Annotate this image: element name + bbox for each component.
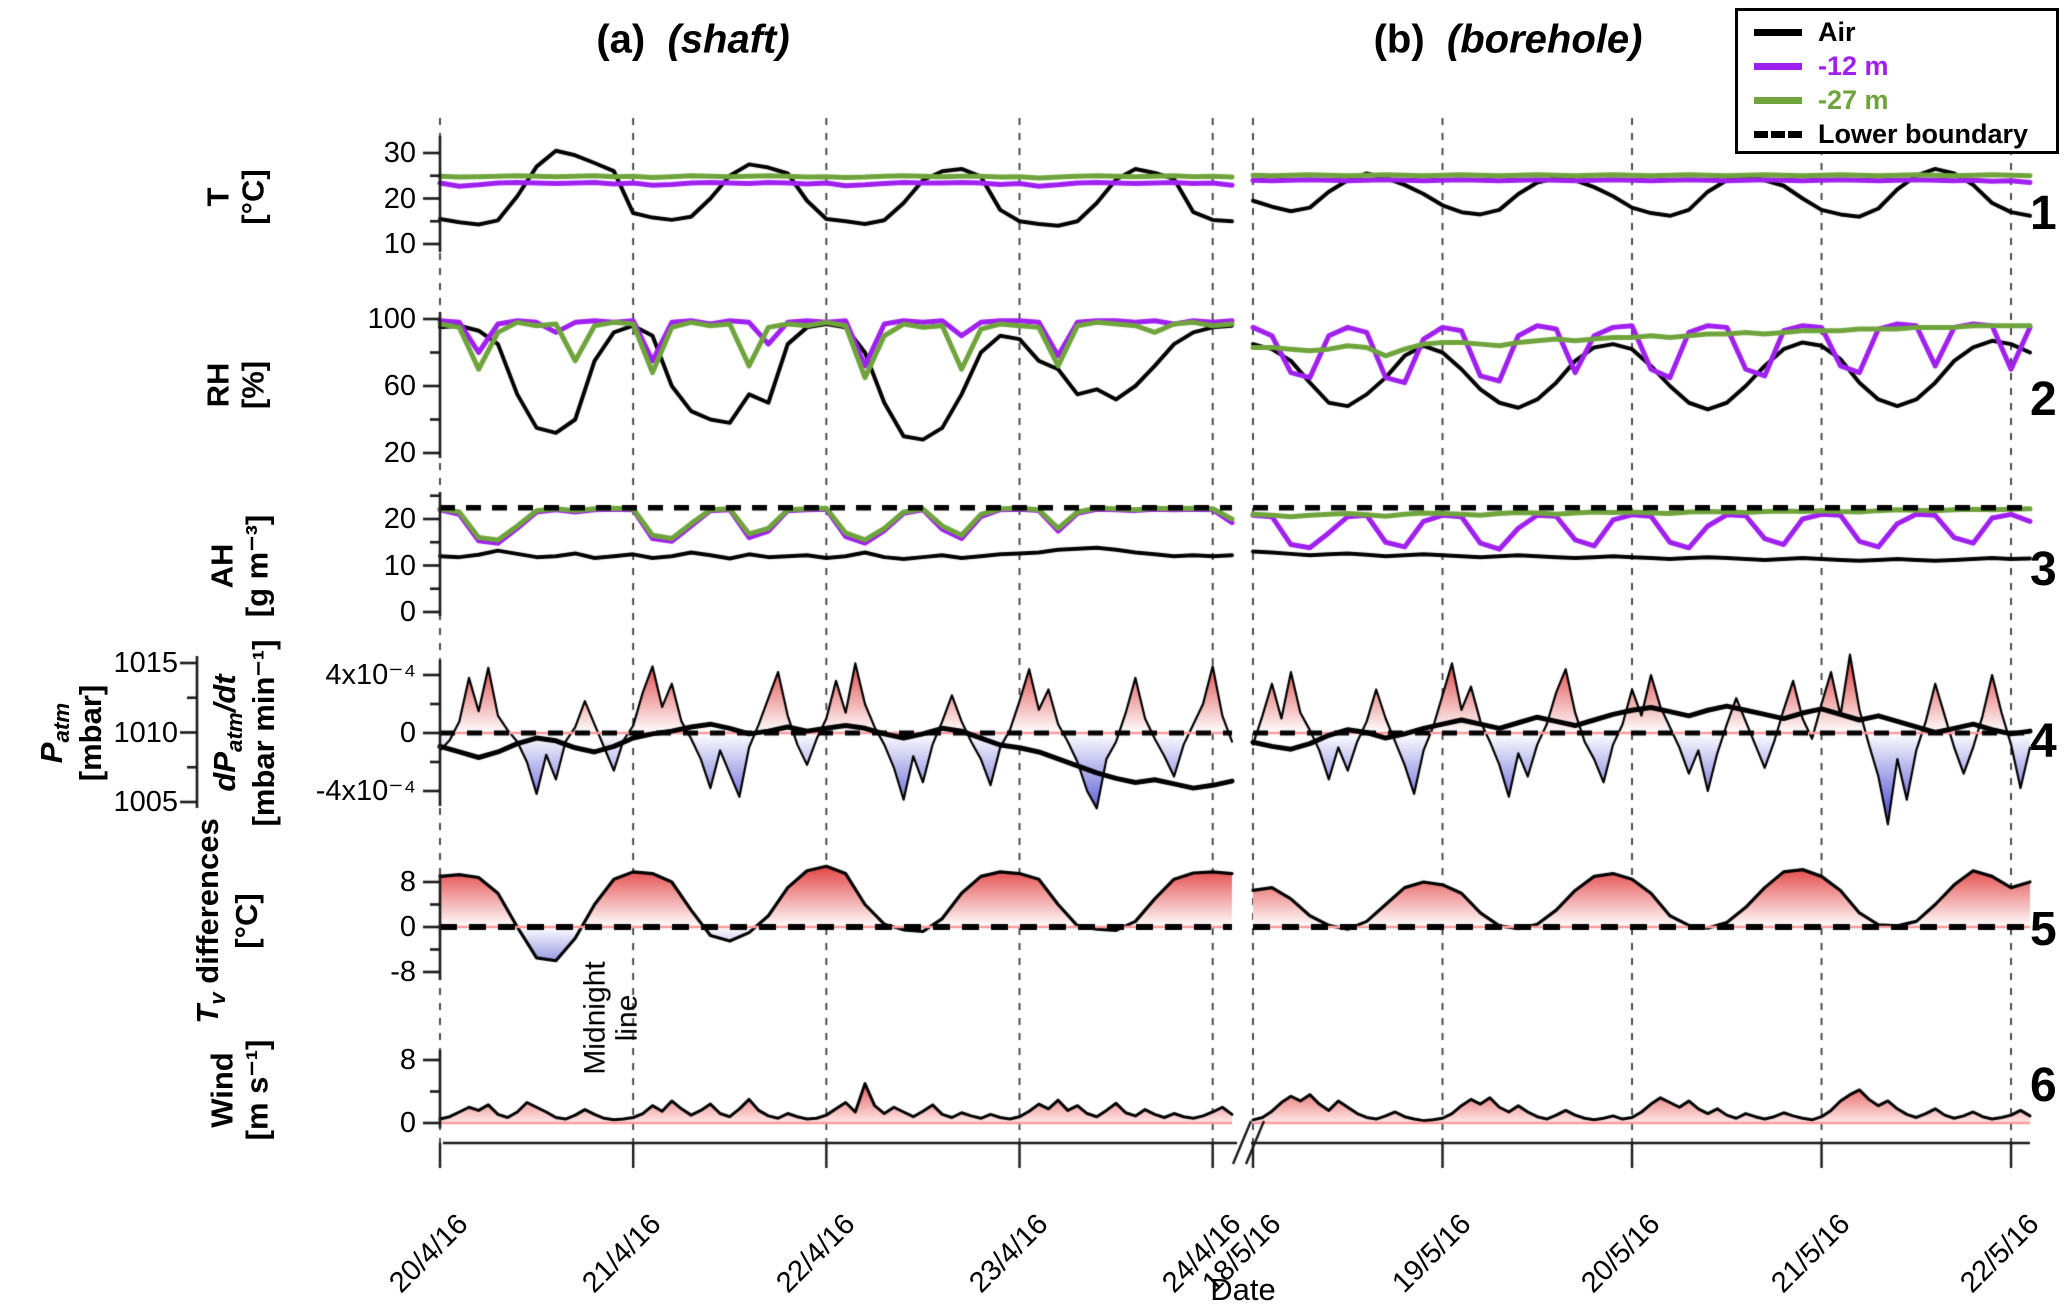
y-title-tv-differences: Tv differences [°C] <box>190 818 265 1024</box>
y-title-sub: v <box>205 992 231 1005</box>
y-tick-label: 1010 <box>113 716 178 749</box>
panel-a-index: (a) <box>596 17 646 62</box>
panel-b-name: (borehole) <box>1446 17 1643 62</box>
y-tick-label: 10 <box>383 228 416 260</box>
y-tick-label: 0 <box>399 717 416 749</box>
minus12m-line-swatch <box>1754 62 1802 70</box>
row-number-2: 2 <box>2030 373 2057 426</box>
y-title-text: Wind <box>204 1052 240 1128</box>
y-title-text: RH <box>200 362 236 408</box>
y-tick-label: 60 <box>383 370 416 402</box>
row-number-1: 1 <box>2030 187 2057 240</box>
y-tick-label: 20 <box>383 437 416 469</box>
legend-label: -27 m <box>1818 84 1889 115</box>
y-tick-label: 4x10⁻⁴ <box>325 659 416 691</box>
y-tick-label: 8 <box>399 866 416 898</box>
y-title-text: /dt <box>207 674 243 713</box>
panel-b-index: (b) <box>1373 17 1425 62</box>
y-title-text: AH <box>204 543 240 589</box>
midnight-line-text: Midnight <box>578 961 612 1075</box>
y-tick-label: 10 <box>383 549 416 582</box>
y-tick-label: -8 <box>390 956 416 988</box>
air-line-swatch <box>1754 28 1802 36</box>
lower-boundary-dash-swatch <box>1754 130 1802 138</box>
midnight-line-text: line <box>611 994 644 1042</box>
row-number-4: 4 <box>2030 715 2057 768</box>
y-tick-label: -4x10⁻⁴ <box>315 775 416 807</box>
y-tick-label: 100 <box>367 303 416 335</box>
row-number-6: 6 <box>2030 1059 2057 1112</box>
legend-box: Air -12 m -27 m Lower boundary <box>1735 8 2059 154</box>
y-title-rh: RH [%] <box>200 361 270 409</box>
legend-item-lower-boundary: Lower boundary <box>1738 117 2056 151</box>
y-title-wind: Wind [m s⁻¹] <box>204 1040 274 1141</box>
y-tick-label: 30 <box>383 137 416 169</box>
y-title-text: T <box>190 1004 226 1024</box>
panel-a-name: (shaft) <box>667 17 790 62</box>
y-tick-label: 1005 <box>113 786 178 818</box>
minus27m-line-swatch <box>1754 96 1802 104</box>
y-tick-label: 1015 <box>113 647 178 679</box>
legend-label: Air <box>1818 16 1856 47</box>
y-title-text: dP <box>207 751 243 792</box>
y-tick-label: 0 <box>399 596 416 628</box>
midnight-line-annotation: Midnight line <box>578 961 645 1075</box>
y-tick-label: 0 <box>399 911 416 943</box>
y-tick-label: 20 <box>383 182 416 215</box>
y-title-text: T <box>200 187 236 207</box>
y-title-unit: [°C] <box>229 893 265 949</box>
y-title-text: differences <box>190 818 226 993</box>
y-tick-label: 0 <box>399 1107 416 1139</box>
legend-item-12m: -12 m <box>1738 49 2056 83</box>
row-number-5: 5 <box>2030 903 2057 956</box>
y-title-sub: atm <box>222 712 248 752</box>
legend-item-27m: -27 m <box>1738 83 2056 117</box>
y-title-ah: AH [g m⁻³] <box>204 515 274 617</box>
panel-a-title: (a) (shaft) <box>596 18 789 63</box>
y-tick-label: 8 <box>399 1044 416 1076</box>
y-title-temperature: T [°C] <box>200 169 270 224</box>
x-axis-title: Date <box>1210 1272 1276 1307</box>
legend-label: -12 m <box>1818 50 1889 81</box>
legend-item-air: Air <box>1738 15 2056 49</box>
row-number-3: 3 <box>2030 543 2057 596</box>
panel-b-title: (b) (borehole) <box>1374 18 1643 63</box>
y-tick-label: 20 <box>383 503 416 535</box>
legend-label: Lower boundary <box>1818 118 2029 149</box>
